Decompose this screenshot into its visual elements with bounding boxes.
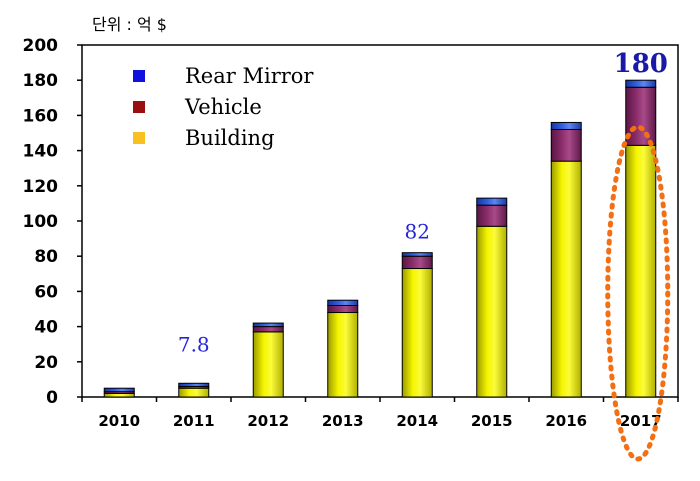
unit-label: 단위 : 억 $ [92, 15, 167, 34]
bar-segment-vehicle [401, 255, 433, 270]
legend: Rear Mirror Vehicle Building [133, 64, 314, 150]
x-tick-label: 2013 [322, 412, 364, 430]
y-tick-label: 40 [34, 318, 58, 338]
bars [103, 79, 657, 398]
bar-segment-rear-mirror [476, 197, 508, 206]
highlight-ellipse [605, 124, 671, 462]
y-tick-label: 200 [23, 36, 59, 56]
x-tick-label: 2015 [471, 412, 513, 430]
y-tick-label: 100 [23, 212, 59, 232]
plot-frame [81, 44, 679, 398]
legend-swatch [133, 101, 145, 113]
value-annotation: 180 [614, 49, 668, 79]
y-tick-label: 180 [23, 71, 59, 91]
bar-segment-building [401, 268, 433, 398]
legend-label: Building [185, 126, 275, 150]
bar-segment-vehicle [550, 128, 582, 162]
y-tick-label: 140 [23, 142, 59, 162]
legend-swatch [133, 70, 145, 82]
y-tick-label: 160 [23, 106, 59, 126]
x-axis: 2010 2011 2012 2013 2014 2015 2016 2017 [81, 397, 679, 430]
bar-segment-building [550, 160, 582, 398]
annotations: 7.8 82 180 [178, 49, 668, 356]
bar-segment-vehicle [252, 326, 284, 333]
x-tick-label: 2016 [545, 412, 587, 430]
bar-segment-rear-mirror [550, 121, 582, 130]
legend-label: Vehicle [184, 95, 262, 119]
bar-segment-rear-mirror [401, 252, 433, 257]
y-tick-label: 60 [34, 282, 58, 302]
y-axis: 0 20 40 60 80 100 120 140 160 180 200 [23, 36, 82, 408]
value-annotation: 7.8 [178, 332, 210, 356]
bar-segment-rear-mirror [103, 387, 135, 393]
bar-segment-building [103, 392, 135, 398]
bar-segment-vehicle [327, 304, 359, 314]
bar-segment-building [178, 387, 210, 398]
x-tick-label: 2017 [620, 412, 662, 430]
bar-segment-building [625, 144, 657, 398]
bar-segment-building [252, 331, 284, 398]
x-tick-label: 2012 [247, 412, 289, 430]
bar-segment-vehicle [476, 204, 508, 227]
bar-segment-rear-mirror [252, 322, 284, 328]
legend-swatch [133, 132, 145, 144]
x-tick-label: 2011 [173, 412, 215, 430]
y-tick-label: 0 [46, 388, 58, 408]
bar-segment-rear-mirror [178, 382, 210, 387]
y-tick-label: 120 [23, 177, 59, 197]
bar-segment-rear-mirror [327, 299, 359, 306]
legend-label: Rear Mirror [185, 64, 314, 88]
bar-segment-building [476, 225, 508, 398]
bar-segment-building [327, 312, 359, 398]
value-annotation: 82 [405, 220, 430, 244]
y-tick-label: 20 [34, 353, 58, 373]
x-tick-label: 2014 [396, 412, 438, 430]
x-tick-label: 2010 [98, 412, 140, 430]
bar-segment-rear-mirror [625, 79, 657, 88]
y-tick-label: 80 [34, 247, 58, 267]
